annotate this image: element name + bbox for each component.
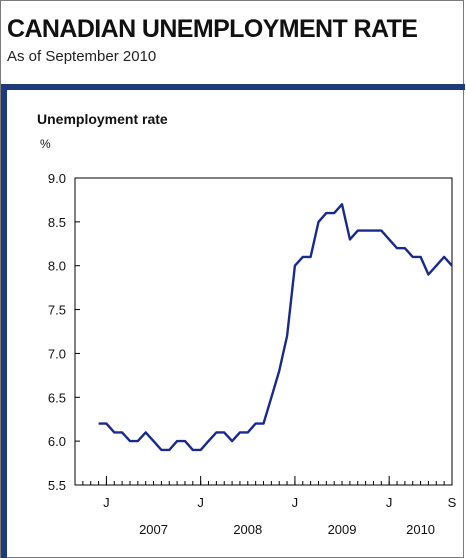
x-tick-label: J — [292, 495, 299, 510]
x-year-label: 2007 — [139, 522, 168, 537]
y-tick-label: 8.0 — [48, 259, 66, 274]
y-tick-label: 7.0 — [48, 346, 66, 361]
left-accent-bar — [1, 90, 7, 558]
x-year-label: 2009 — [328, 522, 357, 537]
y-tick-label: 6.5 — [48, 390, 66, 405]
x-year-label: 2010 — [406, 522, 435, 537]
y-tick-label: 7.5 — [48, 303, 66, 318]
x-tick-label: J — [103, 495, 110, 510]
plot-area — [74, 177, 453, 486]
page-subtitle: As of September 2010 — [7, 48, 157, 65]
series-line — [98, 203, 453, 452]
header-band — [1, 84, 465, 90]
x-tick-label: J — [197, 495, 204, 510]
page-title: CANADIAN UNEMPLOYMENT RATE — [7, 15, 418, 43]
x-year-label: 2008 — [233, 522, 262, 537]
x-tick-label: S — [448, 495, 457, 510]
y-unit-label: % — [40, 137, 51, 151]
y-tick-label: 8.5 — [48, 215, 66, 230]
chart-title: Unemployment rate — [37, 111, 168, 127]
x-tick-label: J — [386, 495, 393, 510]
y-tick-label: 5.5 — [48, 478, 66, 493]
y-tick-label: 6.0 — [48, 434, 66, 449]
y-tick-label: 9.0 — [48, 171, 66, 186]
